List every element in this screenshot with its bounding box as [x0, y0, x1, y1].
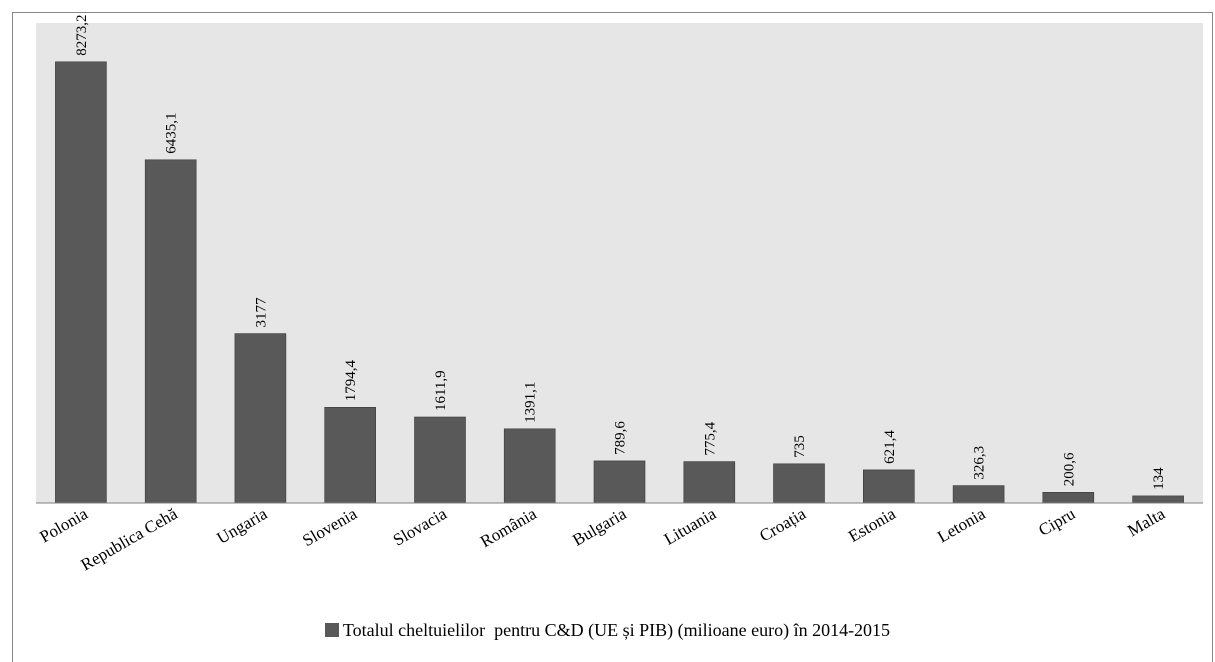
category-label-2: Ungaria [213, 504, 270, 548]
value-label-8: 735 [792, 435, 808, 458]
category-label-7: Lituania [661, 504, 720, 549]
bar-8 [773, 463, 825, 504]
value-label-10: 326,3 [972, 446, 988, 480]
category-label-3: Slovenia [299, 504, 360, 550]
bar-10 [952, 485, 1005, 504]
bar-9 [862, 469, 915, 504]
bar-2 [234, 333, 287, 504]
value-label-4: 1611,9 [433, 370, 449, 411]
value-label-9: 621,4 [882, 430, 898, 464]
bar-6 [593, 460, 646, 504]
category-label-0: Polonia [36, 504, 91, 547]
category-label-4: Slovacia [390, 504, 451, 550]
legend: Totalul cheltuielilor pentru C&D (UE și … [0, 620, 1215, 641]
bar-11 [1042, 491, 1095, 504]
category-label-9: Estonia [845, 504, 899, 546]
value-labels-group: 8273,2 6435,1 3177 1794,4 1611,9 1391,1 789,6 7… [74, 15, 1167, 490]
legend-label: Totalul cheltuielilor pentru C&D (UE și … [342, 620, 891, 640]
bar-5 [503, 428, 556, 504]
bar-12 [1132, 495, 1184, 504]
value-label-3: 1794,4 [343, 360, 359, 402]
value-label-6: 789,6 [613, 421, 629, 455]
value-label-1: 6435,1 [164, 113, 180, 154]
category-label-12: Malta [1124, 504, 1168, 541]
bar-3 [324, 406, 377, 504]
bar-7 [683, 461, 736, 504]
bar-1 [144, 159, 197, 504]
bar-chart: 8273,2 6435,1 3177 1794,4 1611,9 1391,1 789,6 7… [36, 15, 1203, 575]
category-label-10: Letonia [934, 504, 989, 547]
category-label-5: România [477, 504, 540, 551]
value-label-12: 134 [1151, 467, 1167, 490]
value-label-7: 775,4 [702, 421, 718, 455]
category-label-6: Bulgaria [569, 504, 630, 550]
bar-0 [55, 61, 107, 504]
bar-4 [414, 416, 466, 504]
category-label-8: Croația [756, 504, 809, 546]
chart-frame [12, 12, 1213, 662]
category-label-11: Cipru [1035, 504, 1078, 540]
value-label-0: 8273,2 [74, 15, 90, 56]
value-label-11: 200,6 [1061, 452, 1077, 486]
plot-area [36, 23, 1203, 503]
value-label-5: 1391,1 [523, 382, 539, 423]
value-label-2: 3177 [253, 297, 269, 328]
legend-swatch [324, 622, 339, 637]
category-label-1: Republica Cehă [78, 504, 182, 575]
bars-group [55, 61, 1184, 504]
